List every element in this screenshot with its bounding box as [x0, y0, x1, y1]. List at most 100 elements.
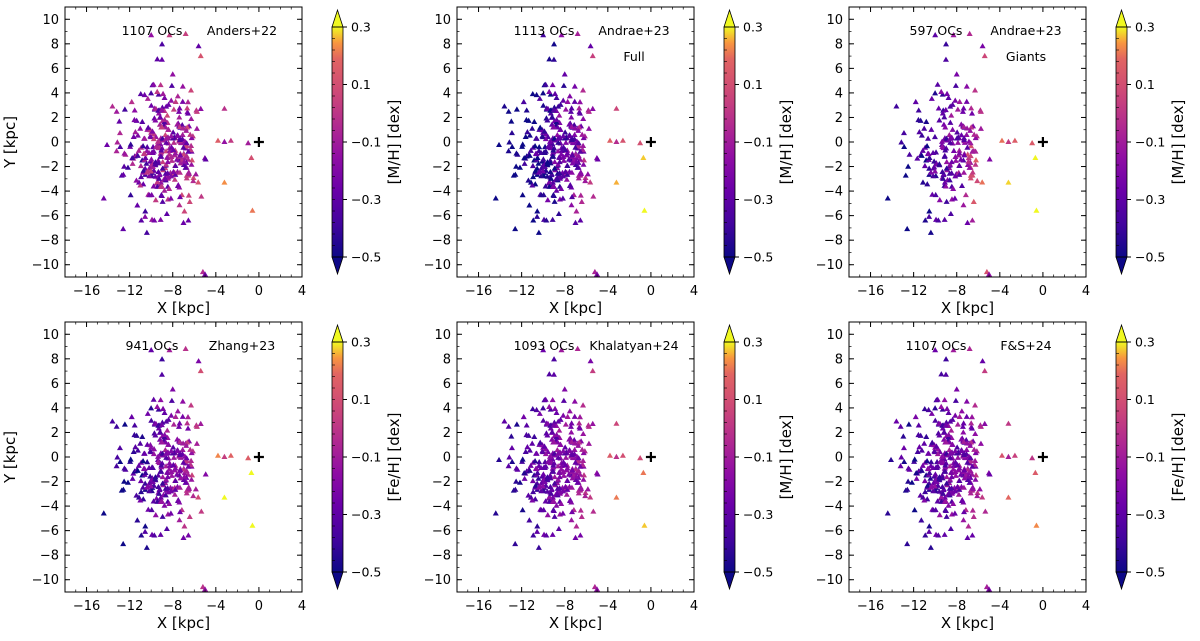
- cluster-point: [974, 177, 981, 184]
- colorbar-label: [M/H] [dex]: [385, 100, 403, 185]
- y-tick-label: 6: [443, 377, 451, 392]
- cluster-point: [179, 98, 186, 104]
- cluster-point: [544, 432, 551, 438]
- cluster-point: [159, 158, 166, 165]
- cluster-point: [562, 139, 569, 145]
- cluster-point: [578, 198, 585, 204]
- cluster-point: [904, 486, 911, 492]
- cluster-point: [547, 472, 554, 478]
- cluster-point: [968, 124, 975, 130]
- cluster-point: [932, 168, 939, 174]
- cluster-point: [168, 412, 175, 418]
- y-tick-label: −2: [432, 160, 451, 175]
- cluster-point: [949, 441, 956, 447]
- cluster-point: [986, 471, 993, 477]
- cluster-point: [918, 467, 925, 473]
- cluster-point: [532, 458, 539, 464]
- cluster-point: [144, 410, 151, 416]
- cluster-point: [148, 156, 155, 162]
- x-tick-label: 4: [298, 599, 306, 614]
- cluster-point: [550, 498, 557, 504]
- cluster-point: [594, 586, 601, 592]
- x-tick-label: −12: [116, 284, 143, 299]
- cluster-point: [938, 453, 945, 459]
- cluster-point: [227, 452, 234, 458]
- cluster-point: [919, 179, 926, 185]
- y-tick-label: −4: [824, 185, 843, 200]
- cluster-point: [170, 106, 177, 112]
- cluster-point: [529, 477, 536, 484]
- cluster-point: [589, 420, 596, 426]
- cluster-point: [941, 468, 948, 474]
- cluster-point: [943, 513, 950, 519]
- cluster-point: [183, 442, 190, 448]
- cluster-point: [564, 465, 571, 471]
- cluster-point: [161, 409, 168, 415]
- cluster-point: [116, 444, 123, 451]
- cluster-point: [130, 133, 137, 140]
- cluster-point: [979, 43, 986, 49]
- cluster-point: [147, 448, 154, 454]
- cluster-point: [564, 413, 571, 420]
- cluster-point: [960, 517, 967, 523]
- cluster-point: [137, 477, 144, 484]
- cluster-point: [569, 451, 576, 458]
- cluster-point: [932, 347, 939, 353]
- cluster-point: [221, 138, 228, 144]
- cluster-point: [560, 144, 567, 150]
- cluster-point: [913, 470, 920, 476]
- colorbar-tick-label: −0.5: [351, 250, 381, 265]
- colorbar-label: [M/H] [dex]: [1169, 100, 1187, 185]
- y-tick-label: 6: [835, 377, 843, 392]
- cluster-point: [898, 139, 905, 145]
- cluster-point: [974, 489, 981, 496]
- cluster-point: [924, 143, 931, 149]
- cluster-point: [533, 450, 540, 456]
- cluster-point: [140, 143, 147, 149]
- cluster-point: [152, 117, 159, 123]
- cluster-point: [928, 459, 935, 465]
- cluster-point: [954, 106, 961, 112]
- cluster-point: [120, 540, 127, 547]
- cluster-point: [555, 210, 562, 217]
- cluster-point: [564, 150, 571, 156]
- y-tick-label: −8: [40, 549, 59, 564]
- cluster-point: [576, 420, 583, 426]
- cluster-point: [559, 195, 566, 201]
- colorbar-label: [M/H] [dex]: [777, 100, 795, 185]
- cluster-point: [156, 175, 163, 181]
- cluster-point: [150, 498, 157, 504]
- cluster-point: [141, 91, 148, 98]
- cluster-point: [560, 397, 567, 403]
- cluster-point: [966, 345, 973, 351]
- y-tick-label: 0: [51, 451, 59, 466]
- cluster-point: [561, 71, 568, 77]
- cluster-point: [120, 486, 127, 492]
- y-tick-label: −6: [432, 209, 451, 224]
- cluster-point: [164, 427, 171, 433]
- cluster-point: [172, 465, 179, 471]
- cluster-point: [248, 469, 255, 475]
- cluster-point: [165, 126, 172, 132]
- cluster-point: [569, 467, 576, 473]
- cluster-point: [960, 484, 967, 490]
- cluster-point: [185, 484, 192, 490]
- cluster-point: [580, 476, 587, 482]
- cluster-point: [898, 454, 905, 460]
- cluster-point: [968, 105, 975, 111]
- cluster-point: [146, 464, 153, 471]
- cluster-point: [157, 531, 164, 537]
- x-axis-label: X [kpc]: [941, 299, 994, 317]
- cluster-point: [555, 139, 562, 145]
- cluster-point: [544, 512, 551, 518]
- cluster-point: [131, 431, 138, 438]
- cluster-point: [967, 442, 974, 448]
- cluster-point: [151, 217, 158, 223]
- cluster-point: [918, 132, 925, 138]
- cluster-point: [549, 114, 556, 120]
- cluster-point: [589, 367, 596, 374]
- cluster-point: [193, 423, 200, 429]
- cluster-point: [182, 345, 189, 351]
- cluster-point: [183, 490, 190, 496]
- cluster-point: [939, 91, 946, 97]
